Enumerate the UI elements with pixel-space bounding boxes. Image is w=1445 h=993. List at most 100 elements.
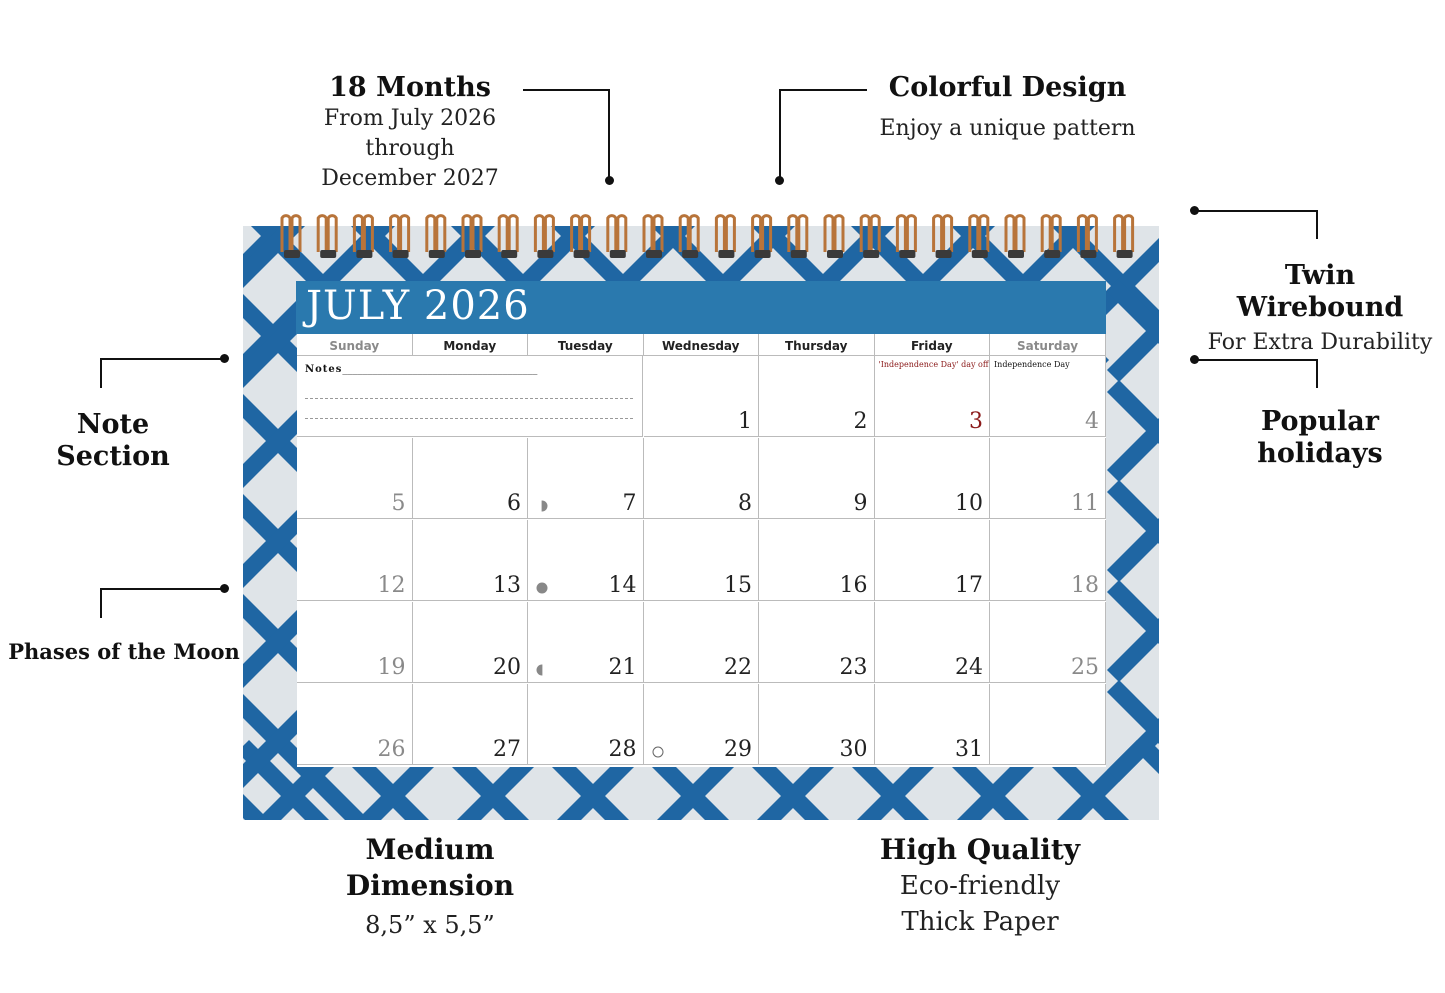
day-cell[interactable]: 3 'Independence Day' day off	[874, 356, 990, 437]
callout-note-heading: Note Section	[56, 409, 170, 472]
wire-ring	[1123, 214, 1135, 252]
weekday-saturday: Saturday	[990, 334, 1106, 356]
day-cell[interactable]: 19	[297, 602, 413, 683]
last-quarter-icon	[536, 664, 543, 676]
day-cell[interactable]: 14	[528, 520, 644, 601]
day-cell[interactable]: 4 Independence Day	[990, 356, 1106, 437]
wire-ring	[435, 214, 447, 252]
weekday-monday: Monday	[412, 334, 528, 356]
day-number: 12	[377, 573, 406, 598]
callout-high-quality: High Quality Eco-friendly Thick Paper	[860, 832, 1100, 940]
wire-ring	[497, 214, 509, 252]
day-number: 20	[493, 655, 521, 680]
day-cell[interactable]	[990, 684, 1106, 765]
day-cell[interactable]: 2	[759, 356, 875, 437]
wire-ring	[616, 214, 628, 252]
holiday-note: Independence Day	[994, 360, 1070, 369]
day-cell[interactable]: 8	[643, 438, 759, 519]
day-cell[interactable]: 10	[874, 438, 990, 519]
wire-ring	[678, 214, 690, 252]
callout-colorful-design: Colorful Design Enjoy a unique pattern	[870, 72, 1145, 144]
day-cell[interactable]: 12	[297, 520, 413, 601]
day-cell[interactable]: 5	[297, 438, 413, 519]
callout-18-months-line2: through	[365, 136, 455, 161]
wire-ring	[606, 214, 618, 252]
day-number: 24	[955, 655, 983, 680]
wire-ring	[688, 214, 700, 252]
day-number: 2	[853, 409, 868, 434]
day-cell[interactable]: 15	[643, 520, 759, 601]
day-cell[interactable]: 26	[297, 684, 413, 765]
day-cell[interactable]: 16	[759, 520, 875, 601]
leader-line	[1316, 359, 1318, 388]
calendar-grid: Sunday Monday Tuesday Wednesday Thursday Frid…	[297, 334, 1106, 767]
notes-rule	[305, 398, 633, 399]
callout-twin-wirebound: Twin Wirebound For Extra Durability	[1200, 260, 1440, 358]
wire-ring	[714, 214, 726, 252]
day-cell[interactable]: 6	[412, 438, 528, 519]
day-cell[interactable]: 25	[990, 602, 1106, 683]
callout-18-months-heading: 18 Months	[329, 72, 491, 103]
wire-ring	[652, 214, 664, 252]
day-cell[interactable]: 21	[528, 602, 644, 683]
punch-hole	[827, 250, 843, 258]
wire-ring	[942, 214, 954, 252]
wire-ring	[1004, 214, 1016, 252]
day-number: 19	[377, 655, 406, 680]
leader-dot	[605, 176, 614, 185]
day-cell[interactable]: 23	[759, 602, 875, 683]
day-cell[interactable]: 18	[990, 520, 1106, 601]
wire-ring	[797, 214, 809, 252]
day-cell[interactable]: 31	[874, 684, 990, 765]
callout-quality-heading: High Quality	[879, 833, 1081, 866]
wire-ring	[425, 214, 437, 252]
day-cell[interactable]: 9	[759, 438, 875, 519]
wire-ring	[1040, 214, 1052, 252]
callout-dimension-heading1: Medium	[365, 833, 495, 866]
leader-line	[1194, 359, 1318, 361]
day-number: 27	[493, 737, 521, 762]
leader-line	[1316, 210, 1318, 239]
day-cell[interactable]: 22	[643, 602, 759, 683]
day-cell[interactable]: 7	[528, 438, 644, 519]
punch-hole	[682, 250, 699, 258]
day-cell[interactable]: 28	[528, 684, 644, 765]
wire-ring	[389, 214, 401, 252]
day-number: 22	[724, 655, 752, 680]
punch-hole	[1116, 250, 1133, 258]
day-cell[interactable]: 20	[412, 602, 528, 683]
punch-hole	[465, 250, 481, 258]
day-cell[interactable]: 30	[759, 684, 875, 765]
day-cell[interactable]: 11	[990, 438, 1106, 519]
punch-hole	[790, 250, 807, 258]
weekday-friday: Friday	[874, 334, 990, 356]
day-cell[interactable]: 27	[412, 684, 528, 765]
leader-line	[100, 358, 225, 360]
weekday-wednesday: Wednesday	[643, 334, 759, 356]
leader-line	[1194, 210, 1318, 212]
callout-colorful-heading: Colorful Design	[888, 72, 1127, 103]
callout-holidays-heading: Popular holidays	[1257, 406, 1383, 469]
day-number: 9	[853, 491, 868, 516]
wire-ring	[1113, 214, 1125, 252]
day-number: 16	[839, 573, 868, 598]
wire-ring	[316, 214, 328, 252]
day-number: 1	[738, 409, 752, 434]
callout-18-months: 18 Months From July 2026 through Decembe…	[320, 72, 500, 194]
callout-colorful-sub: Enjoy a unique pattern	[879, 116, 1136, 141]
day-cell[interactable]: 1	[643, 356, 759, 437]
wire-ring	[1050, 214, 1062, 252]
day-cell[interactable]: 13	[412, 520, 528, 601]
wire-ring	[932, 214, 944, 252]
month-title: JULY 2026	[306, 283, 530, 329]
day-cell[interactable]: 29	[643, 684, 759, 765]
day-cell[interactable]: 17	[874, 520, 990, 601]
first-quarter-icon	[541, 500, 548, 512]
day-cell[interactable]: 24	[874, 602, 990, 683]
day-number: 28	[608, 737, 637, 762]
day-number: 30	[839, 737, 868, 762]
callout-popular-holidays: Popular holidays	[1200, 406, 1440, 470]
twin-wire-binding	[280, 214, 1135, 258]
wire-ring	[471, 214, 483, 252]
wire-ring	[905, 214, 917, 252]
